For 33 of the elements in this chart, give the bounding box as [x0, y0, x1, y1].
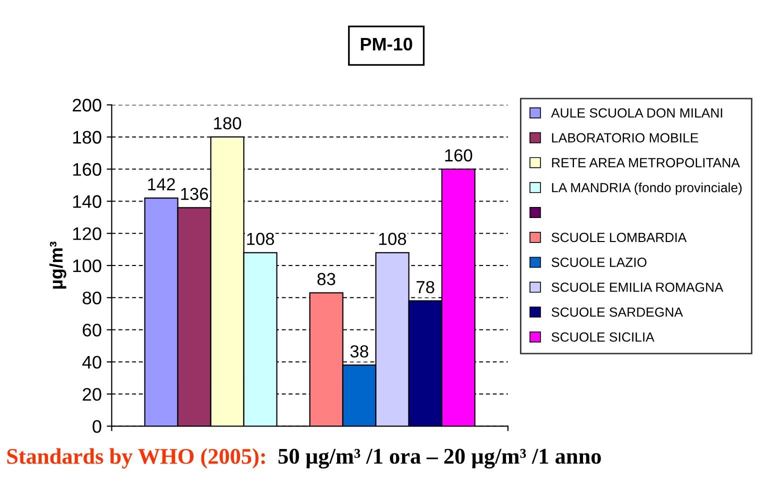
y-tick-label: 0	[92, 420, 102, 433]
data-label: 38	[350, 345, 368, 358]
text: 50 µg/m³ /1 ora – 20 µg/m³ /1 anno	[278, 448, 601, 468]
y-tick-label: 40	[82, 356, 102, 369]
legend-label: SCUOLE LOMBARDIA	[552, 232, 687, 242]
data-label: 160	[445, 149, 472, 162]
data-label: 136	[181, 188, 208, 200]
legend-label: RETE AREA METROPOLITANA	[552, 158, 740, 168]
y-tick-label: 180	[73, 130, 102, 144]
y-tick-label: 100	[73, 259, 102, 272]
data-label: 108	[379, 232, 406, 246]
legend-label: SCUOLE LAZIO	[552, 258, 646, 268]
legend-label: LABORATORIO MOBILE	[552, 133, 698, 142]
data-label: 78	[416, 280, 434, 294]
chart-title: PM-10	[360, 38, 412, 51]
text: Standards by WHO (2005):	[7, 448, 265, 468]
data-label: 108	[247, 232, 274, 246]
y-tick-label: 60	[82, 324, 102, 336]
legend-label: LA MANDRIA (fondo provinciale)	[552, 182, 742, 195]
legend-label: SCUOLE EMILIA ROMAGNA	[552, 282, 724, 292]
y-tick-label: 200	[72, 98, 102, 112]
legend-label: SCUOLE SICILIA	[552, 332, 654, 342]
y-tick-label: 120	[73, 227, 102, 240]
y-tick-label: 80	[82, 292, 102, 304]
y-tick-label: 140	[73, 195, 102, 208]
y-axis-title: µg/m³	[49, 242, 66, 289]
data-label: 83	[317, 272, 336, 286]
data-label: 180	[214, 117, 242, 130]
legend-label: AULE SCUOLA DON MILANI	[551, 108, 722, 118]
y-tick-label: 20	[82, 388, 102, 401]
data-label: 142	[148, 178, 175, 190]
legend-label: SCUOLE SARDEGNA	[552, 307, 683, 317]
y-tick-label: 160	[73, 163, 102, 176]
